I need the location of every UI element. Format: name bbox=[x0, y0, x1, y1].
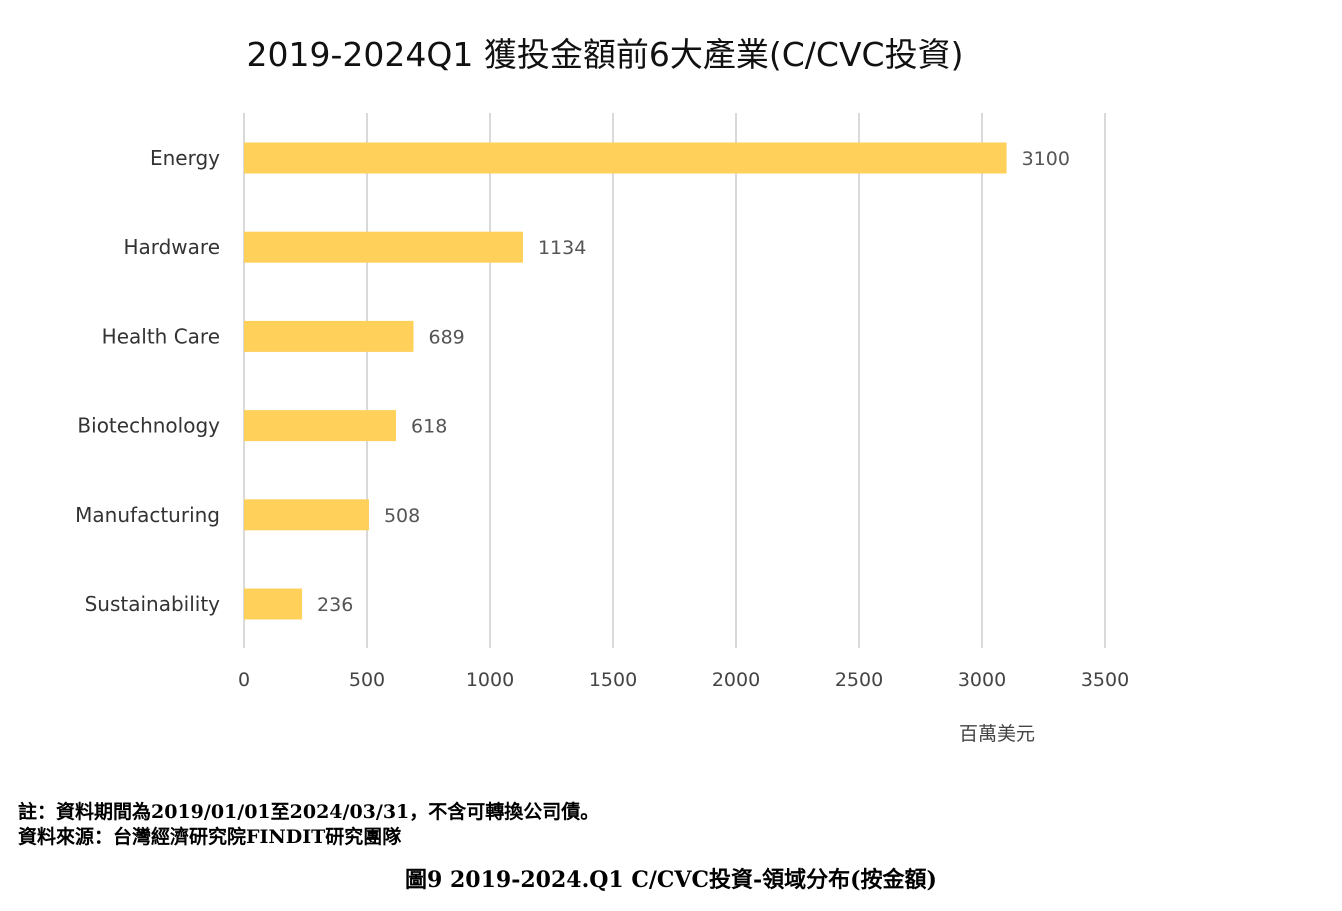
bar bbox=[244, 142, 1007, 174]
x-tick-label: 1500 bbox=[589, 669, 637, 691]
data-label: 508 bbox=[384, 505, 420, 527]
category-label: Energy bbox=[150, 146, 220, 170]
data-labels: 3100 1134 689 618 508 236 bbox=[317, 148, 1070, 616]
data-label: 689 bbox=[428, 326, 464, 348]
data-label: 3100 bbox=[1022, 148, 1070, 170]
data-label: 236 bbox=[317, 594, 353, 616]
x-tick-label: 3500 bbox=[1081, 669, 1129, 691]
bar bbox=[244, 499, 369, 531]
x-tick-label: 0 bbox=[238, 669, 250, 691]
category-labels: Energy Hardware Health Care Biotechnology Ma… bbox=[75, 146, 220, 616]
x-tick-label: 2000 bbox=[712, 669, 760, 691]
x-unit-label: 百萬美元 bbox=[959, 723, 1035, 745]
x-tick-labels: 0 500 1000 1500 2000 2500 3000 3500 bbox=[238, 669, 1129, 691]
data-label: 1134 bbox=[538, 237, 586, 259]
data-period-note: 註：資料期間為2019/01/01至2024/03/31，不含可轉換公司債。 bbox=[18, 801, 600, 823]
bar-chart: Energy Hardware Health Care Biotechnology Ma… bbox=[75, 113, 1129, 745]
x-tick-label: 3000 bbox=[958, 669, 1006, 691]
category-label: Manufacturing bbox=[75, 503, 220, 527]
category-label: Sustainability bbox=[85, 592, 221, 616]
x-tick-label: 2500 bbox=[835, 669, 883, 691]
x-tick-label: 1000 bbox=[466, 669, 514, 691]
bars bbox=[244, 142, 1007, 620]
bar bbox=[244, 588, 303, 620]
chart-title: 2019-2024Q1 獲投金額前6大產業(C/CVC投資) bbox=[246, 35, 964, 74]
data-source-note: 資料來源：台灣經濟研究院FINDIT研究團隊 bbox=[18, 826, 402, 848]
x-tick-label: 500 bbox=[349, 669, 385, 691]
bar bbox=[244, 320, 414, 352]
bar bbox=[244, 231, 523, 263]
category-label: Biotechnology bbox=[77, 414, 220, 438]
bar bbox=[244, 410, 397, 442]
data-label: 618 bbox=[411, 416, 447, 438]
category-label: Hardware bbox=[123, 235, 220, 259]
gridlines bbox=[243, 113, 1106, 648]
figure-caption: 圖9 2019-2024.Q1 C/CVC投資-領域分布(按金額) bbox=[405, 867, 937, 893]
category-label: Health Care bbox=[102, 324, 220, 348]
